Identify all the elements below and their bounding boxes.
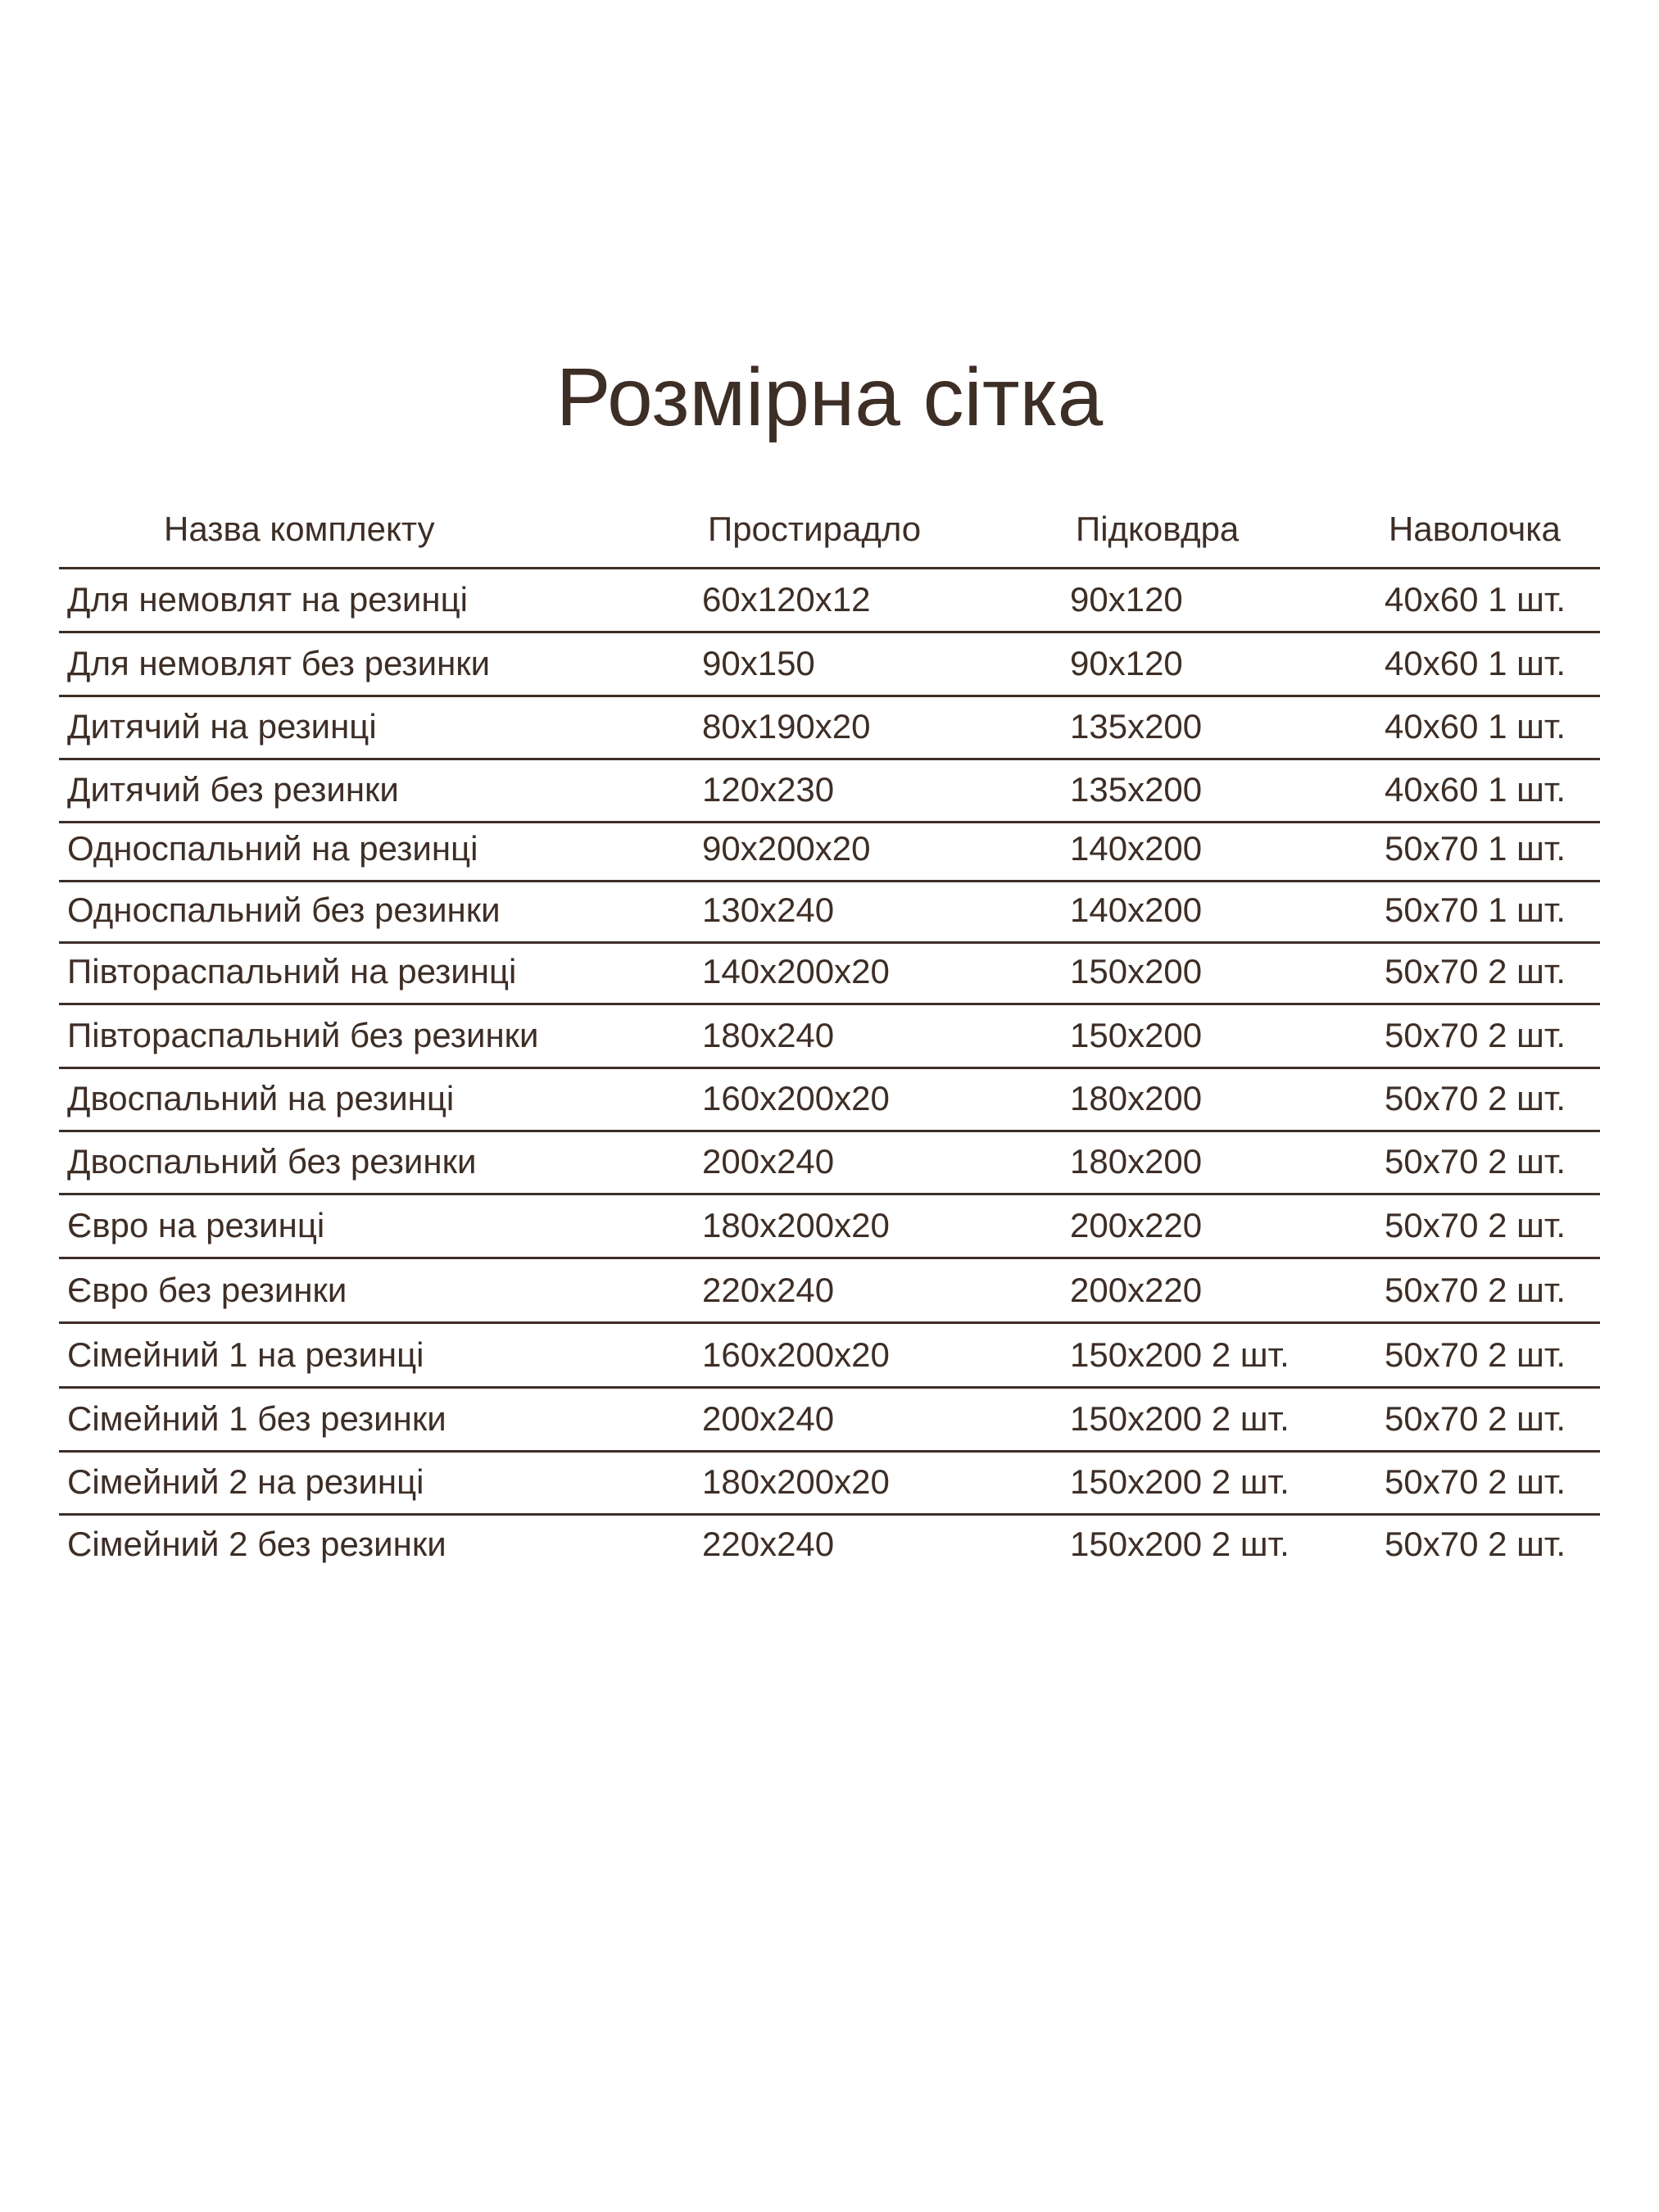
cell-pillowcase-size: 50x70 2 шт. bbox=[1385, 1335, 1566, 1374]
header-set-name: Назва комплекту bbox=[164, 510, 435, 548]
cell-duvet-cover-size: 150x200 bbox=[1070, 952, 1203, 990]
cell-sheet-size: 180x200x20 bbox=[702, 1206, 890, 1244]
cell-set-name: Двоспальний на резинці bbox=[67, 1079, 455, 1117]
cell-set-name: Двоспальний без резинки bbox=[67, 1142, 477, 1181]
cell-set-name: Односпальний на резинці bbox=[67, 829, 478, 868]
cell-set-name: Дитячий на резинці bbox=[67, 707, 377, 746]
cell-set-name: Євро без резинки bbox=[67, 1271, 347, 1309]
cell-pillowcase-size: 50x70 1 шт. bbox=[1385, 829, 1566, 868]
cell-set-name: Сімейний 1 на резинці bbox=[67, 1335, 424, 1374]
cell-sheet-size: 140x200x20 bbox=[702, 952, 890, 990]
cell-sheet-size: 220x240 bbox=[702, 1271, 835, 1309]
row-divider bbox=[59, 941, 1600, 944]
cell-sheet-size: 90x200x20 bbox=[702, 829, 871, 868]
cell-sheet-size: 60x120x12 bbox=[702, 580, 871, 619]
header-pillowcase: Наволочка bbox=[1389, 510, 1561, 548]
cell-duvet-cover-size: 200x220 bbox=[1070, 1206, 1203, 1244]
cell-sheet-size: 130x240 bbox=[702, 891, 835, 929]
cell-duvet-cover-size: 150x200 2 шт. bbox=[1070, 1399, 1290, 1438]
cell-set-name: Сімейний 2 на резинці bbox=[67, 1462, 424, 1501]
cell-pillowcase-size: 50x70 1 шт. bbox=[1385, 891, 1566, 929]
cell-pillowcase-size: 50x70 2 шт. bbox=[1385, 1079, 1566, 1117]
cell-pillowcase-size: 50x70 2 шт. bbox=[1385, 952, 1566, 990]
row-divider bbox=[59, 1321, 1600, 1324]
cell-set-name: Півтораспальний на резинці bbox=[67, 952, 517, 990]
cell-sheet-size: 120x230 bbox=[702, 770, 835, 809]
cell-set-name: Односпальний без резинки bbox=[67, 891, 501, 929]
row-divider bbox=[59, 880, 1600, 882]
cell-sheet-size: 160x200x20 bbox=[702, 1335, 890, 1374]
row-divider bbox=[59, 1450, 1600, 1453]
row-divider bbox=[59, 1067, 1600, 1069]
row-divider bbox=[59, 1193, 1600, 1195]
cell-duvet-cover-size: 150x200 2 шт. bbox=[1070, 1462, 1290, 1501]
cell-duvet-cover-size: 140x200 bbox=[1070, 829, 1203, 868]
cell-duvet-cover-size: 90x120 bbox=[1070, 644, 1183, 682]
row-divider bbox=[59, 1386, 1600, 1389]
cell-duvet-cover-size: 140x200 bbox=[1070, 891, 1203, 929]
cell-sheet-size: 200x240 bbox=[702, 1399, 835, 1438]
cell-pillowcase-size: 50x70 2 шт. bbox=[1385, 1271, 1566, 1309]
cell-duvet-cover-size: 135x200 bbox=[1070, 707, 1203, 746]
cell-sheet-size: 180x200x20 bbox=[702, 1462, 890, 1501]
cell-pillowcase-size: 50x70 2 шт. bbox=[1385, 1206, 1566, 1244]
row-divider bbox=[59, 1003, 1600, 1005]
cell-duvet-cover-size: 150x200 2 шт. bbox=[1070, 1335, 1290, 1374]
header-duvet-cover: Підковдра bbox=[1076, 510, 1240, 548]
cell-sheet-size: 220x240 bbox=[702, 1525, 835, 1563]
cell-pillowcase-size: 50x70 2 шт. bbox=[1385, 1016, 1566, 1054]
cell-sheet-size: 90x150 bbox=[702, 644, 815, 682]
cell-pillowcase-size: 50x70 2 шт. bbox=[1385, 1399, 1566, 1438]
cell-sheet-size: 180x240 bbox=[702, 1016, 835, 1054]
cell-set-name: Для немовлят без резинки bbox=[67, 644, 491, 682]
row-divider bbox=[59, 758, 1600, 760]
cell-duvet-cover-size: 200x220 bbox=[1070, 1271, 1203, 1309]
page-title: Розмірна сітка bbox=[555, 351, 1104, 443]
cell-pillowcase-size: 40x60 1 шт. bbox=[1385, 580, 1566, 619]
cell-duvet-cover-size: 90x120 bbox=[1070, 580, 1183, 619]
cell-set-name: Дитячий без резинки bbox=[67, 770, 399, 809]
header-sheet: Простирадло bbox=[708, 510, 922, 548]
cell-pillowcase-size: 50x70 2 шт. bbox=[1385, 1142, 1566, 1181]
cell-pillowcase-size: 40x60 1 шт. bbox=[1385, 644, 1566, 682]
cell-sheet-size: 80x190x20 bbox=[702, 707, 871, 746]
cell-set-name: Півтораспальний без резинки bbox=[67, 1016, 539, 1054]
cell-pillowcase-size: 50x70 2 шт. bbox=[1385, 1462, 1566, 1501]
cell-duvet-cover-size: 150x200 2 шт. bbox=[1070, 1525, 1290, 1563]
cell-duvet-cover-size: 150x200 bbox=[1070, 1016, 1203, 1054]
cell-set-name: Євро на резинці bbox=[67, 1206, 325, 1244]
cell-duvet-cover-size: 135x200 bbox=[1070, 770, 1203, 809]
cell-sheet-size: 200x240 bbox=[702, 1142, 835, 1181]
header-divider bbox=[59, 567, 1600, 569]
row-divider bbox=[59, 631, 1600, 633]
cell-set-name: Сімейний 2 без резинки bbox=[67, 1525, 446, 1563]
row-divider bbox=[59, 1130, 1600, 1132]
cell-duvet-cover-size: 180x200 bbox=[1070, 1079, 1203, 1117]
row-divider bbox=[59, 821, 1600, 823]
row-divider bbox=[59, 695, 1600, 697]
cell-pillowcase-size: 40x60 1 шт. bbox=[1385, 707, 1566, 746]
row-divider bbox=[59, 1257, 1600, 1259]
cell-set-name: Сімейний 1 без резинки bbox=[67, 1399, 446, 1438]
cell-pillowcase-size: 50x70 2 шт. bbox=[1385, 1525, 1566, 1563]
cell-duvet-cover-size: 180x200 bbox=[1070, 1142, 1203, 1181]
cell-pillowcase-size: 40x60 1 шт. bbox=[1385, 770, 1566, 809]
cell-set-name: Для немовлят на резинці bbox=[67, 580, 468, 619]
row-divider bbox=[59, 1513, 1600, 1516]
cell-sheet-size: 160x200x20 bbox=[702, 1079, 890, 1117]
